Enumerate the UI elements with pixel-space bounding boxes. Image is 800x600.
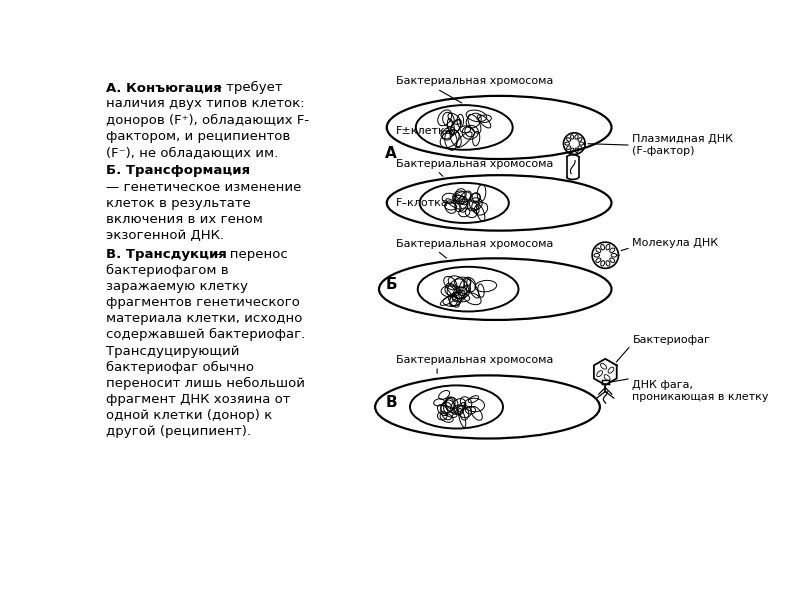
Text: материала клетки, исходно: материала клетки, исходно bbox=[106, 312, 302, 325]
Text: экзогенной ДНК.: экзогенной ДНК. bbox=[106, 229, 224, 242]
Text: фактором, и реципиентов: фактором, и реципиентов bbox=[106, 130, 290, 143]
Text: Молекула ДНК: Молекула ДНК bbox=[633, 238, 718, 248]
Text: F±клетка: F±клетка bbox=[396, 126, 453, 136]
Text: Трансдуцирующий: Трансдуцирующий bbox=[106, 344, 240, 358]
Text: бактериофагом в: бактериофагом в bbox=[106, 264, 229, 277]
Text: — генетическое изменение: — генетическое изменение bbox=[106, 181, 302, 194]
Text: Б. Трансформация: Б. Трансформация bbox=[106, 164, 250, 178]
Text: фрагмент ДНК хозяина от: фрагмент ДНК хозяина от bbox=[106, 393, 290, 406]
Text: клеток в результате: клеток в результате bbox=[106, 197, 251, 210]
Text: наличия двух типов клеток:: наличия двух типов клеток: bbox=[106, 97, 305, 110]
Text: Бактериальная хромосома: Бактериальная хромосома bbox=[396, 159, 554, 169]
Text: (F⁻), не обладающих им.: (F⁻), не обладающих им. bbox=[106, 146, 278, 159]
Text: включения в их геном: включения в их геном bbox=[106, 213, 263, 226]
Text: доноров (F⁺), обладающих F-: доноров (F⁺), обладающих F- bbox=[106, 113, 310, 127]
Text: — перенос: — перенос bbox=[209, 248, 288, 260]
Text: фрагментов генетического: фрагментов генетического bbox=[106, 296, 300, 309]
Text: В. Трансдукция: В. Трансдукция bbox=[106, 248, 227, 260]
Text: содержавшей бактериофаг.: содержавшей бактериофаг. bbox=[106, 328, 306, 341]
Text: Б: Б bbox=[386, 277, 397, 292]
Text: Плазмидная ДНК
(F-фактор): Плазмидная ДНК (F-фактор) bbox=[633, 134, 734, 156]
Text: А: А bbox=[386, 146, 397, 161]
Text: F–клотка: F–клотка bbox=[396, 198, 449, 208]
Text: переносит лишь небольшой: переносит лишь небольшой bbox=[106, 377, 306, 390]
Text: В: В bbox=[386, 395, 397, 410]
Text: другой (реципиент).: другой (реципиент). bbox=[106, 425, 251, 439]
Text: заражаемую клетку: заражаемую клетку bbox=[106, 280, 248, 293]
Text: Бактериальная хромосома: Бактериальная хромосома bbox=[396, 239, 554, 249]
Text: Бактериальная хромосома: Бактериальная хромосома bbox=[396, 76, 554, 86]
Text: бактериофаг обычно: бактериофаг обычно bbox=[106, 361, 254, 374]
Text: Бактериофаг: Бактериофаг bbox=[633, 335, 710, 346]
Text: одной клетки (донор) к: одной клетки (донор) к bbox=[106, 409, 273, 422]
Text: А. Конъюгация: А. Конъюгация bbox=[106, 81, 222, 94]
Text: Бактериальная хромосома: Бактериальная хромосома bbox=[396, 355, 554, 365]
Text: - требует: - требует bbox=[213, 81, 282, 94]
Text: ДНК фага,
проникающая в клетку: ДНК фага, проникающая в клетку bbox=[633, 380, 769, 401]
